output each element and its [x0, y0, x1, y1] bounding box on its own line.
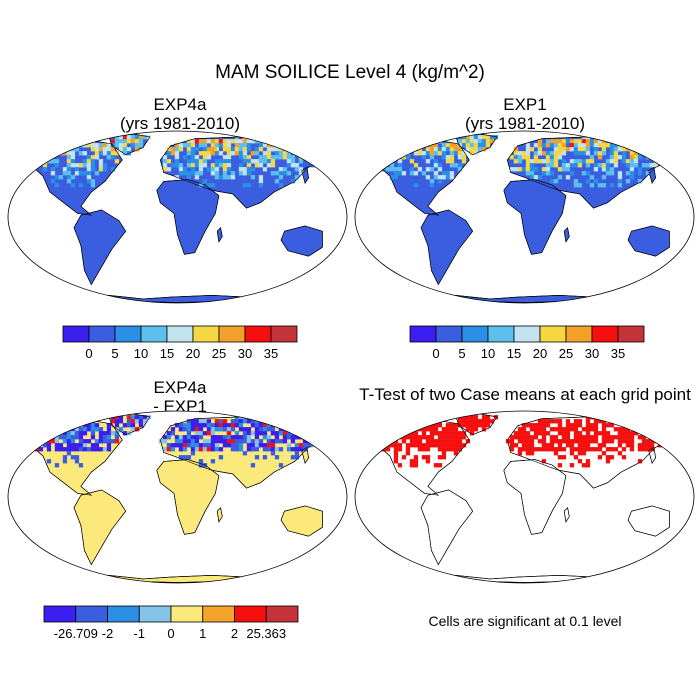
colorbar-tick-label: 20	[533, 346, 547, 361]
colorbar-box	[43, 605, 77, 623]
colorbar-tick-label: 2	[231, 626, 238, 641]
colorbar-box	[218, 325, 246, 343]
colorbar-box	[409, 325, 437, 343]
map-content	[8, 131, 347, 303]
colorbar-tick-label: 15	[160, 346, 174, 361]
panel-diff-title-line1: EXP4a	[153, 378, 207, 397]
colorbar-box	[265, 605, 299, 623]
map-ttest	[354, 410, 695, 584]
colorbar-tick-label: 30	[238, 346, 252, 361]
colorbar-tick-label: 5	[458, 346, 465, 361]
colorbar-tick-label: 25	[559, 346, 573, 361]
panel-ttest-title: T-Test of two Case means at each grid po…	[352, 385, 698, 404]
colorbar-tick-label: 30	[585, 346, 599, 361]
colorbar-tick-label: 25	[212, 346, 226, 361]
colorbar-box	[192, 325, 220, 343]
colorbar-exp1: 0 5 10 15 20 25 30 35	[409, 325, 645, 361]
map-border	[354, 410, 695, 584]
colorbar-box	[487, 325, 515, 343]
colorbar-box	[244, 325, 272, 343]
panel-exp1-title-line1: EXP1	[503, 95, 547, 114]
colorbar-box	[107, 605, 140, 623]
panel-exp4a-title-line1: EXP4a	[153, 95, 207, 114]
colorbar-tick-label: 35	[264, 346, 278, 361]
colorbar-box	[270, 325, 298, 343]
colorbar-tick-label: 15	[507, 346, 521, 361]
colorbar-box	[75, 605, 108, 623]
map-border	[7, 130, 348, 304]
map-content	[8, 411, 347, 583]
map-content	[355, 131, 694, 303]
colorbar-tick-label: 0	[167, 626, 174, 641]
colorbar-tick-label: 10	[481, 346, 495, 361]
colorbar-tick-label: -26.709	[54, 626, 98, 641]
colorbar-box	[202, 605, 235, 623]
map-exp1	[354, 130, 695, 304]
panel-ttest-title-line1: T-Test of two Case means at each grid po…	[359, 385, 691, 404]
colorbar-box	[88, 325, 116, 343]
colorbar-tick-label: 0	[85, 346, 92, 361]
panel-exp1-title-line2: (yrs 1981-2010)	[464, 114, 585, 133]
panel-exp4a-title-line2: (yrs 1981-2010)	[119, 114, 240, 133]
colorbar-box	[166, 325, 194, 343]
colorbar-box	[513, 325, 541, 343]
colorbar-box	[461, 325, 489, 343]
colorbar-tick-label: -2	[102, 626, 114, 641]
colorbar-box	[539, 325, 567, 343]
colorbar-box	[435, 325, 463, 343]
colorbar-box	[565, 325, 593, 343]
map-diff	[7, 410, 348, 584]
colorbar-tick-label: 5	[111, 346, 118, 361]
colorbar-tick-label: 35	[611, 346, 625, 361]
colorbar-tick-label: 10	[134, 346, 148, 361]
colorbar-box	[114, 325, 142, 343]
colorbar-exp4a: 0 5 10 15 20 25 30 35	[62, 325, 298, 361]
colorbar-tick-label: 1	[199, 626, 206, 641]
map-border	[354, 130, 695, 304]
colorbar-tick-label: 20	[186, 346, 200, 361]
significance-note: Cells are significant at 0.1 level	[428, 613, 622, 629]
colorbar-box	[138, 605, 172, 623]
figure-title: MAM SOILICE Level 4 (kg/m^2)	[215, 62, 485, 83]
panel-exp4a-title: EXP4a (yrs 1981-2010)	[60, 95, 300, 133]
colorbar-tick-label: -1	[133, 626, 145, 641]
colorbar-tick-label: 25.363	[246, 626, 286, 641]
colorbar-box	[170, 605, 204, 623]
colorbar-box	[234, 605, 267, 623]
colorbar-tick-label: 0	[432, 346, 439, 361]
colorbar-diff: -26.709 -2 -1 0 1 2 25.363	[43, 605, 299, 641]
colorbar-box	[62, 325, 90, 343]
colorbar-box	[591, 325, 619, 343]
colorbar-box	[617, 325, 645, 343]
colorbar-box	[140, 325, 168, 343]
panel-exp1-title: EXP1 (yrs 1981-2010)	[405, 95, 645, 133]
map-content	[355, 411, 694, 583]
map-exp4a	[7, 130, 348, 304]
map-border	[7, 410, 348, 584]
